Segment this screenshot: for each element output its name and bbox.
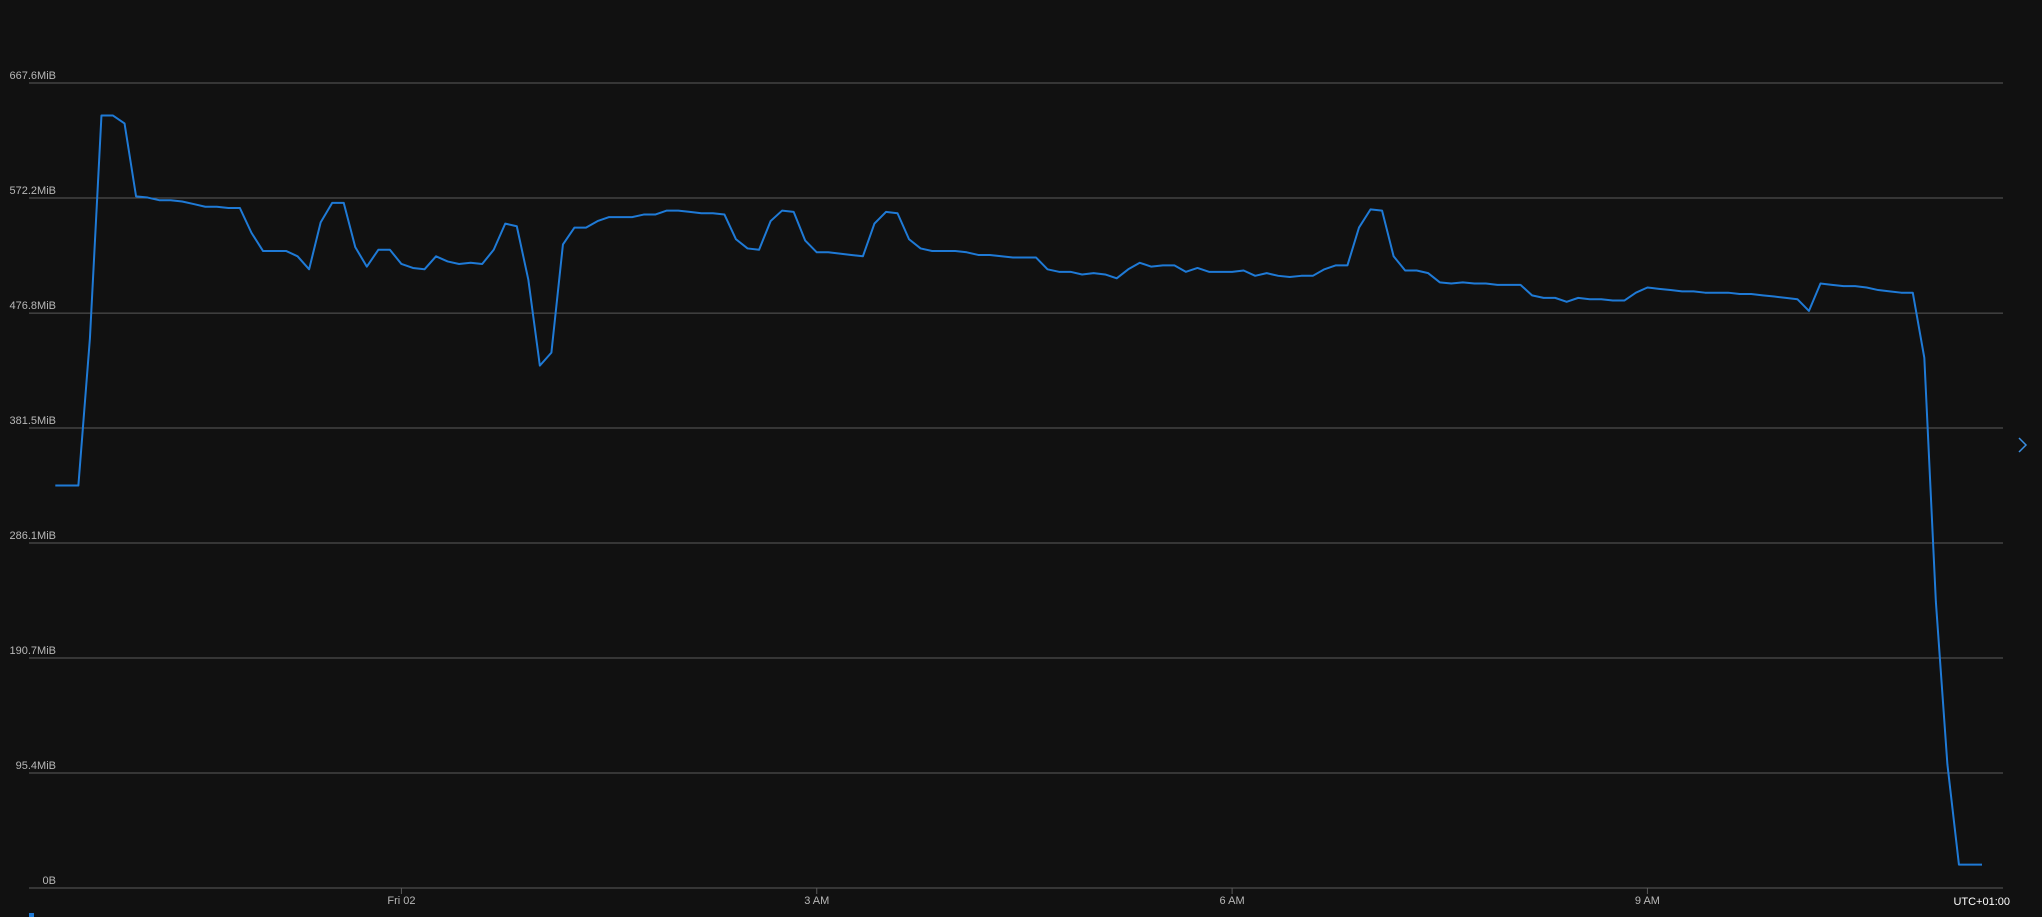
legend-marker: [29, 913, 34, 917]
y-tick-label: 381.5MiB: [10, 415, 56, 427]
timezone-label: UTC+01:00: [1953, 896, 2010, 908]
x-tick-label: 9 AM: [1635, 895, 1660, 907]
y-tick-label: 572.2MiB: [10, 185, 56, 197]
x-tick-label: Fri 02: [387, 895, 415, 907]
y-tick-label: 667.6MiB: [10, 70, 56, 82]
y-tick-label: 95.4MiB: [16, 760, 56, 772]
y-tick-label: 190.7MiB: [10, 645, 56, 657]
y-tick-label: 476.8MiB: [10, 300, 56, 312]
x-tick-label: 6 AM: [1220, 895, 1245, 907]
y-tick-label: 286.1MiB: [10, 530, 56, 542]
x-tick-label: 3 AM: [804, 895, 829, 907]
data-line: [55, 114, 1982, 866]
y-tick-label: 0B: [43, 875, 56, 887]
expand-chevron[interactable]: [2018, 437, 2028, 453]
